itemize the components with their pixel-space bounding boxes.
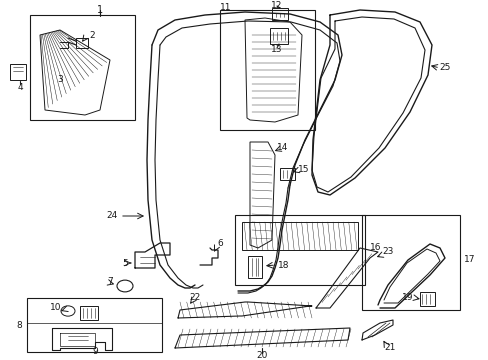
Text: 11: 11 [220, 4, 231, 13]
Bar [242, 222, 357, 250]
Bar [30, 15, 135, 120]
Text: 25: 25 [438, 63, 450, 72]
Text: 16: 16 [369, 243, 381, 252]
Text: 4: 4 [17, 84, 23, 93]
Text: 24: 24 [106, 211, 118, 220]
Text: 7: 7 [107, 278, 113, 287]
Bar [10, 64, 26, 80]
Text: 15: 15 [297, 166, 309, 175]
Text: 20: 20 [256, 351, 267, 360]
Bar [269, 28, 287, 44]
Bar [361, 215, 459, 310]
Bar [247, 256, 262, 278]
Text: 6: 6 [217, 239, 223, 248]
Bar [280, 168, 294, 180]
Bar [220, 10, 314, 130]
Text: 2: 2 [89, 31, 95, 40]
Text: 12: 12 [271, 0, 282, 9]
Text: 9: 9 [92, 347, 98, 356]
Bar [419, 292, 434, 306]
Text: 21: 21 [384, 343, 395, 352]
Text: 8: 8 [16, 320, 22, 329]
Text: 5: 5 [122, 258, 128, 267]
Bar [235, 215, 364, 285]
Bar [76, 38, 88, 48]
Text: 23: 23 [382, 248, 393, 256]
Bar [271, 8, 287, 20]
Text: 22: 22 [189, 293, 200, 302]
Text: 1: 1 [97, 5, 103, 15]
Text: 3: 3 [57, 76, 63, 85]
Bar [27, 298, 162, 352]
Text: 13: 13 [271, 45, 282, 54]
Text: 10: 10 [50, 303, 61, 312]
Text: 17: 17 [463, 256, 474, 265]
Text: 19: 19 [402, 293, 413, 302]
Text: 14: 14 [277, 144, 288, 153]
Text: 18: 18 [278, 261, 289, 270]
Bar [80, 306, 98, 320]
